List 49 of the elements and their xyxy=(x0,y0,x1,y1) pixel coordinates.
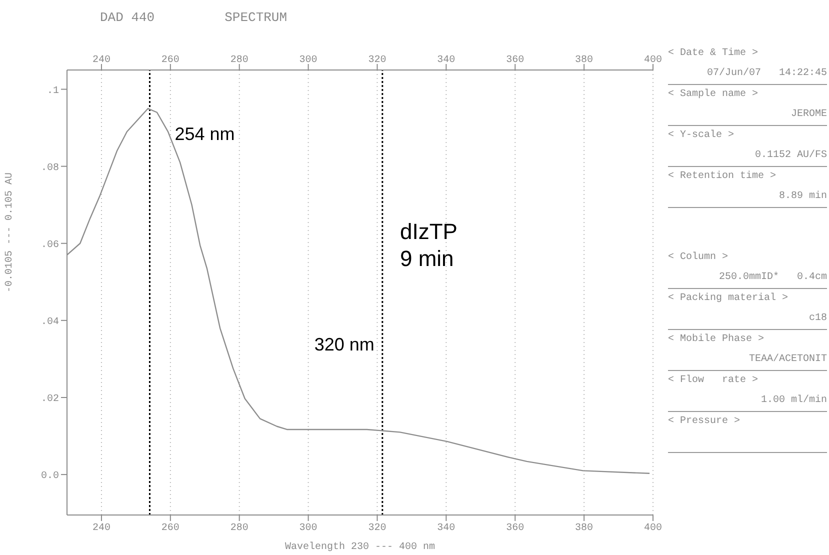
y-tick-label: .02 xyxy=(40,394,59,406)
x-tick-label: 260 xyxy=(161,55,180,66)
x2-tick-label: 380 xyxy=(575,523,594,534)
annotation: dIzTP xyxy=(400,218,458,245)
y-tick-label: 0.0 xyxy=(40,471,59,482)
y-tick-label: .06 xyxy=(40,240,59,251)
x2-tick-label: 340 xyxy=(437,523,456,534)
y-axis-title: -0.0105 --- 0.105 AU xyxy=(4,172,16,292)
text: < Packing material > xyxy=(668,292,790,306)
x2-tick-label: 400 xyxy=(644,523,662,534)
text: 07/Jun/07 14:22:45 xyxy=(668,64,827,85)
x-tick-label: 240 xyxy=(92,55,110,66)
text: 8.89 min xyxy=(668,187,827,208)
text: < Column > xyxy=(668,250,730,265)
ref-line-label: 320 nm xyxy=(314,334,374,354)
text: < Sample name > xyxy=(668,88,760,102)
text: 1.00 ml/min xyxy=(668,391,827,412)
chart-subtitle: SPECTRUM xyxy=(224,10,288,25)
x-tick-label: 340 xyxy=(437,55,456,66)
text: TEAA/ACETONIT xyxy=(668,350,827,371)
x-tick-label: 400 xyxy=(644,55,662,66)
x2-tick-label: 300 xyxy=(299,523,318,534)
x2-tick-label: 320 xyxy=(368,523,386,534)
text: < Retention time > xyxy=(668,170,778,184)
text: JEROME xyxy=(668,105,827,126)
x2-tick-label: 280 xyxy=(230,523,248,534)
x2-tick-label: 260 xyxy=(161,523,180,534)
ref-line-label: 254 nm xyxy=(174,124,235,144)
x2-tick-label: 360 xyxy=(506,523,524,534)
y-tick-label: .08 xyxy=(40,162,59,174)
text: < Y-scale > xyxy=(668,128,736,143)
x-axis-title: Wavelength 230 --- 400 nm xyxy=(284,541,436,553)
text: < Mobile Phase > xyxy=(668,332,766,347)
y-tick-label: .04 xyxy=(40,316,59,328)
x-tick-label: 380 xyxy=(575,55,594,66)
y-tick-label: .1 xyxy=(46,86,59,97)
x-tick-label: 320 xyxy=(368,55,386,66)
text: < Flow rate > xyxy=(668,374,760,388)
text: < Pressure > xyxy=(668,415,742,429)
x-tick-label: 300 xyxy=(299,55,318,66)
text: 0.1152 AU/FS xyxy=(668,146,827,167)
x-tick-label: 280 xyxy=(230,55,248,66)
x-tick-label: 360 xyxy=(506,55,524,66)
annotation: 9 min xyxy=(400,245,455,272)
text: 250.0mmID* 0.4cm xyxy=(668,268,827,289)
text: < Date & Time > xyxy=(668,46,760,61)
chart-title: DAD 440 xyxy=(100,10,155,25)
x2-tick-label: 240 xyxy=(92,523,110,534)
text: c18 xyxy=(668,309,827,330)
